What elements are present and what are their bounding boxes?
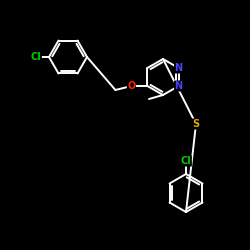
Text: Cl: Cl bbox=[30, 52, 42, 62]
Text: N: N bbox=[174, 63, 183, 73]
Text: N: N bbox=[174, 81, 183, 91]
Text: Cl: Cl bbox=[180, 156, 192, 166]
Text: S: S bbox=[192, 119, 200, 129]
Text: O: O bbox=[127, 81, 136, 91]
